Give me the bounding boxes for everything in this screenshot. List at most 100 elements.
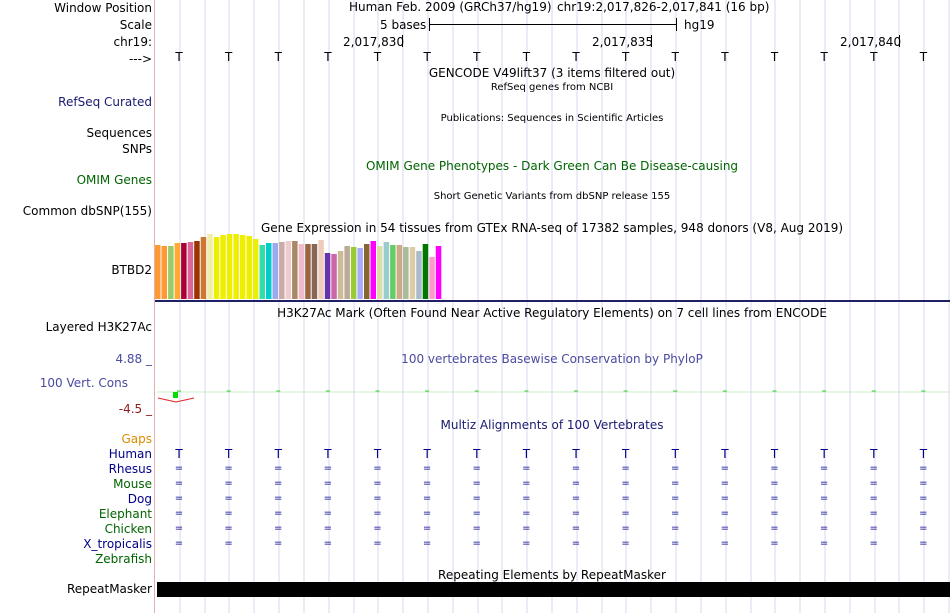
gtex-bar[interactable] <box>396 245 403 299</box>
gtex-bar[interactable] <box>226 234 233 299</box>
gtex-bar[interactable] <box>298 244 305 299</box>
gtex-bar[interactable] <box>305 244 311 299</box>
cons-label[interactable]: 100 Vert. Cons <box>39 376 128 390</box>
gtex-bar[interactable] <box>390 245 396 299</box>
alignment-match: = <box>274 463 283 474</box>
alignment-match: = <box>522 463 531 474</box>
alignment-match: = <box>770 463 779 474</box>
gtex-bar[interactable] <box>429 257 435 299</box>
snps-label[interactable]: SNPs <box>122 142 152 156</box>
strand-label[interactable]: ---> <box>128 52 152 66</box>
gtex-bar[interactable] <box>383 242 390 299</box>
gtex-bar[interactable] <box>266 243 272 299</box>
gtex-bar[interactable] <box>200 237 207 299</box>
track-divider <box>155 300 950 302</box>
gtex-bar[interactable] <box>357 248 363 299</box>
species-xtropicalis[interactable]: X_tropicalis <box>83 537 152 551</box>
alignment-match: = <box>671 538 680 549</box>
scale-bar <box>429 24 677 25</box>
alignment-match: = <box>621 493 630 504</box>
alignment-match: = <box>373 463 382 474</box>
cons-title[interactable]: 100 vertebrates Basewise Conservation by… <box>401 352 703 366</box>
gtex-bar[interactable] <box>285 241 292 299</box>
alignment-match: = <box>472 463 481 474</box>
gtex-bar[interactable] <box>181 243 187 299</box>
gtex-bar[interactable] <box>174 243 181 299</box>
h3k27ac-title[interactable]: H3K27Ac Mark (Often Found Near Active Re… <box>277 306 827 320</box>
gtex-bar[interactable] <box>324 253 331 299</box>
gtex-bar[interactable] <box>239 235 246 299</box>
gencode-title[interactable]: GENCODE V49lift37 (3 items filtered out) <box>428 66 676 80</box>
alignment-match: = <box>919 508 928 519</box>
dbsnp-title[interactable]: Short Genetic Variants from dbSNP releas… <box>433 191 671 202</box>
window-position[interactable]: chr19:2,017,826-2,017,841 (16 bp) <box>557 0 770 14</box>
sequences-label[interactable]: Sequences <box>86 126 152 140</box>
gtex-bar[interactable] <box>246 236 252 299</box>
omim-label[interactable]: OMIM Genes <box>76 173 152 187</box>
scale-db: hg19 <box>684 18 715 32</box>
human-base-letter: T <box>224 447 233 461</box>
gtex-bar[interactable] <box>318 240 324 299</box>
gtex-bar[interactable] <box>350 247 357 299</box>
alignment-match: = <box>323 538 333 549</box>
gtex-bar[interactable] <box>168 246 174 299</box>
alignment-match: = <box>472 508 481 519</box>
repeat-title[interactable]: Repeating Elements by RepeatMasker <box>438 568 666 582</box>
species-mouse[interactable]: Mouse <box>113 477 152 491</box>
alignment-match: = <box>819 463 829 474</box>
gtex-bar[interactable] <box>331 254 337 299</box>
species-zebrafish[interactable]: Zebrafish <box>95 552 152 566</box>
species-chicken[interactable]: Chicken <box>104 522 152 536</box>
gtex-bar[interactable] <box>403 247 409 299</box>
gtex-bar[interactable] <box>292 241 298 299</box>
alignment-match: = <box>323 493 333 504</box>
species-dog[interactable]: Dog <box>127 492 152 506</box>
gtex-bar[interactable] <box>187 242 194 299</box>
gtex-title[interactable]: Gene Expression in 54 tissues from GTEx … <box>260 221 844 235</box>
gtex-bar[interactable] <box>311 244 318 299</box>
gtex-bar[interactable] <box>161 246 168 299</box>
refseq-title[interactable]: RefSeq genes from NCBI <box>490 82 614 93</box>
multiz-title[interactable]: Multiz Alignments of 100 Vertebrates <box>440 418 664 432</box>
gtex-bar[interactable] <box>416 251 422 299</box>
alignment-match: = <box>621 523 630 534</box>
gtex-bar[interactable] <box>422 244 429 299</box>
repeat-bar[interactable] <box>157 582 950 597</box>
gtex-bar[interactable] <box>233 234 239 299</box>
h3k27ac-label[interactable]: Layered H3K27Ac <box>45 320 152 334</box>
alignment-match: = <box>671 478 680 489</box>
species-elephant[interactable]: Elephant <box>98 507 152 521</box>
gtex-bar[interactable] <box>259 245 266 299</box>
alignment-match: = <box>919 493 928 504</box>
gtex-bar[interactable] <box>220 235 226 299</box>
ruler-tick-mark-3 <box>899 35 900 47</box>
gtex-bar[interactable] <box>194 241 200 299</box>
gtex-bar[interactable] <box>155 245 161 299</box>
gtex-bar[interactable] <box>279 242 285 299</box>
gtex-bar[interactable] <box>377 246 383 299</box>
gtex-bar[interactable] <box>409 247 416 299</box>
base-grid <box>179 0 950 613</box>
gtex-bar[interactable] <box>213 237 220 299</box>
species-human[interactable]: Human <box>108 447 152 461</box>
gtex-gene-label[interactable]: BTBD2 <box>111 263 152 277</box>
gtex-bar[interactable] <box>272 243 279 299</box>
species-rhesus[interactable]: Rhesus <box>108 462 152 476</box>
gtex-bar[interactable] <box>364 244 370 299</box>
dbsnp-label[interactable]: Common dbSNP(155) <box>22 204 152 218</box>
publications-title[interactable]: Publications: Sequences in Scientific Ar… <box>440 113 664 124</box>
gtex-bar[interactable] <box>435 246 442 299</box>
gtex-bar[interactable] <box>207 234 213 299</box>
repeatmasker-label[interactable]: RepeatMasker <box>66 582 152 596</box>
gaps-label[interactable]: Gaps <box>121 432 152 446</box>
gtex-bar[interactable] <box>370 241 377 299</box>
gtex-bar[interactable] <box>252 239 259 299</box>
alignment-match: = <box>422 463 432 474</box>
refseq-label[interactable]: RefSeq Curated <box>58 95 152 109</box>
gtex-bar[interactable] <box>337 251 344 299</box>
gtex-bar[interactable] <box>344 246 350 299</box>
alignment-match: = <box>422 478 432 489</box>
omim-title[interactable]: OMIM Gene Phenotypes - Dark Green Can Be… <box>365 159 739 173</box>
alignment-match: = <box>224 463 233 474</box>
human-base-letter: T <box>522 447 531 461</box>
